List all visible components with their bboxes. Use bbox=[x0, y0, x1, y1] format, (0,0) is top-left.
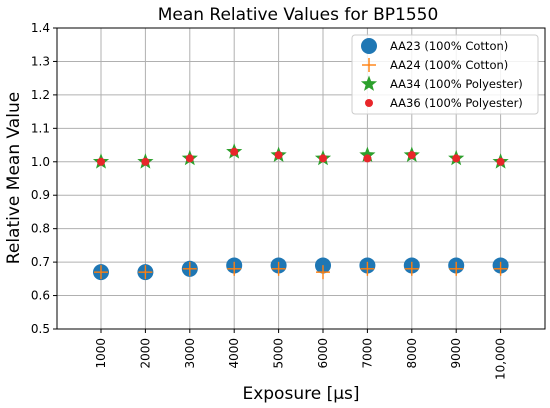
legend-marker-aa23 bbox=[361, 38, 377, 54]
point-aa24 bbox=[227, 261, 242, 276]
legend-label-aa23: AA23 (100% Cotton) bbox=[390, 39, 508, 53]
point-aa34 bbox=[359, 146, 376, 162]
point-aa24 bbox=[493, 261, 508, 276]
y-tick-label: 1.1 bbox=[31, 121, 50, 135]
x-tick-label: 9000 bbox=[449, 338, 463, 369]
y-tick-label: 0.6 bbox=[31, 289, 50, 303]
legend-box bbox=[351, 34, 539, 115]
point-aa36 bbox=[97, 157, 105, 166]
point-aa36 bbox=[363, 154, 372, 163]
legend-marker-aa36 bbox=[365, 99, 373, 107]
x-tick-label: 6000 bbox=[316, 338, 330, 369]
y-tick-label: 1.0 bbox=[31, 155, 50, 169]
point-aa36 bbox=[274, 151, 283, 160]
x-tick-label: 2000 bbox=[138, 338, 152, 369]
legend-label-aa36: AA36 (100% Polyester) bbox=[390, 96, 523, 110]
legend-entry-aa23: AA23 (100% Cotton) bbox=[361, 38, 508, 54]
point-aa36 bbox=[185, 154, 194, 163]
legend-entry-aa24: AA24 (100% Cotton) bbox=[362, 58, 508, 72]
x-tick-label: 7000 bbox=[360, 338, 374, 369]
legend-marker-aa34 bbox=[360, 75, 378, 91]
legend-label-aa34: AA34 (100% Polyester) bbox=[390, 77, 523, 91]
y-tick-label: 0.8 bbox=[31, 222, 50, 236]
y-tick-label: 1.2 bbox=[31, 88, 50, 102]
y-tick-label: 0.9 bbox=[31, 188, 50, 202]
x-tick-labels: 1000 2000 3000 4000 5000 6000 7000 8000 9000 10,0… bbox=[94, 338, 508, 380]
chart-title: Mean Relative Values for BP1550 bbox=[158, 5, 439, 25]
x-tick-label: 3000 bbox=[183, 338, 197, 369]
x-axis-label: Exposure [µs] bbox=[242, 384, 359, 404]
y-tick-label: 1.3 bbox=[31, 54, 50, 68]
y-tick-label: 0.5 bbox=[31, 322, 50, 336]
point-aa24 bbox=[271, 261, 286, 276]
legend: AA23 (100% Cotton) AA24 (100% Cotton) AA34… bbox=[351, 34, 539, 115]
x-tick-label: 1000 bbox=[94, 338, 108, 369]
point-aa24 bbox=[404, 261, 419, 276]
point-aa24 bbox=[316, 265, 330, 280]
point-aa24 bbox=[138, 265, 153, 280]
legend-entry-aa36: AA36 (100% Polyester) bbox=[365, 96, 523, 110]
point-aa36 bbox=[496, 157, 505, 166]
point-aa36 bbox=[452, 154, 461, 163]
point-aa36 bbox=[230, 147, 239, 156]
legend-entry-aa34: AA34 (100% Polyester) bbox=[360, 75, 523, 91]
point-aa36 bbox=[319, 154, 327, 163]
y-tick-label: 0.7 bbox=[31, 255, 50, 269]
point-aa36 bbox=[407, 151, 416, 160]
legend-label-aa24: AA24 (100% Cotton) bbox=[390, 58, 508, 72]
point-aa24 bbox=[360, 261, 375, 276]
x-tick-label: 4000 bbox=[227, 338, 241, 369]
point-aa24 bbox=[449, 261, 464, 276]
data-marks bbox=[92, 143, 509, 281]
point-aa24 bbox=[94, 265, 108, 280]
x-tick-label: 10,000 bbox=[494, 338, 508, 380]
y-axis-label: Relative Mean Value bbox=[4, 92, 24, 264]
y-tick-label: 1.4 bbox=[31, 21, 50, 35]
legend-marker-aa24 bbox=[362, 58, 376, 72]
x-tick-label: 8000 bbox=[405, 338, 419, 369]
plot-frame bbox=[56, 27, 546, 330]
point-aa24 bbox=[182, 261, 197, 276]
y-tick-labels: 0.5 0.6 0.7 0.8 0.9 1.0 1.1 1.2 1.3 1.4 bbox=[31, 21, 50, 336]
x-tick-label: 5000 bbox=[272, 338, 286, 369]
point-aa36 bbox=[141, 157, 150, 166]
